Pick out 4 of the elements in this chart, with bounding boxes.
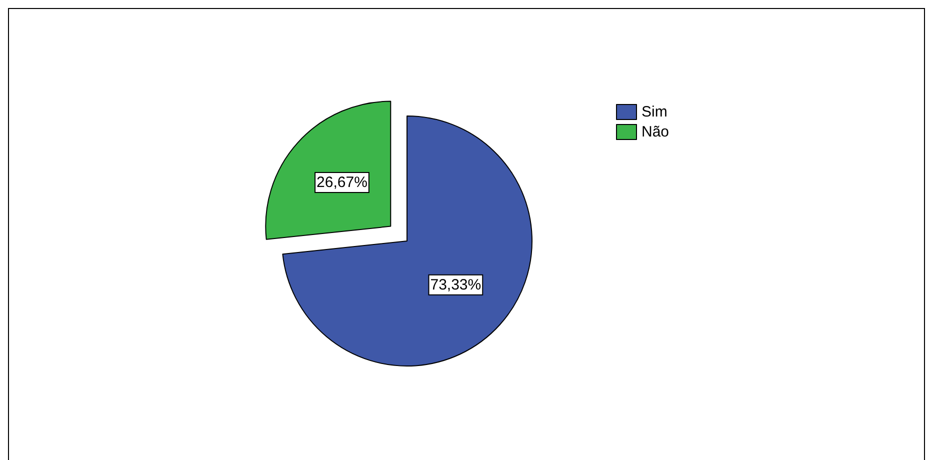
data-label: 26,67% bbox=[316, 174, 368, 191]
data-label: 73,33% bbox=[430, 276, 482, 294]
legend-label: Sim bbox=[642, 104, 668, 120]
legend-label: Não bbox=[642, 124, 670, 140]
